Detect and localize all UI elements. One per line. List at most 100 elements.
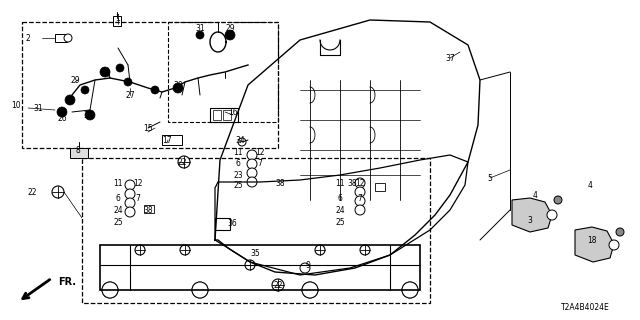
Circle shape (272, 279, 284, 291)
Text: 23: 23 (233, 171, 243, 180)
Circle shape (248, 151, 256, 159)
Circle shape (135, 245, 145, 255)
Circle shape (126, 199, 134, 207)
Circle shape (192, 282, 208, 298)
Bar (82, 158, 430, 303)
Circle shape (356, 197, 364, 205)
Text: 6: 6 (116, 194, 120, 203)
Circle shape (247, 168, 257, 178)
Text: FR.: FR. (58, 277, 76, 287)
Circle shape (248, 169, 256, 177)
Circle shape (178, 156, 190, 168)
Circle shape (125, 207, 135, 217)
Circle shape (102, 282, 118, 298)
Text: 7: 7 (358, 194, 362, 203)
Text: 25: 25 (335, 218, 345, 227)
Circle shape (180, 245, 190, 255)
Circle shape (126, 181, 134, 189)
Circle shape (81, 86, 89, 94)
Text: 29: 29 (225, 23, 235, 33)
Circle shape (116, 64, 124, 72)
Circle shape (402, 282, 418, 298)
Text: 24: 24 (113, 205, 123, 214)
Text: 4: 4 (588, 180, 593, 189)
Circle shape (356, 206, 364, 214)
Circle shape (355, 178, 365, 188)
Circle shape (405, 285, 415, 295)
Text: 22: 22 (273, 281, 283, 290)
Bar (375, 183, 385, 191)
Text: 11: 11 (233, 148, 243, 156)
Text: 36: 36 (227, 219, 237, 228)
Circle shape (65, 95, 75, 105)
Circle shape (355, 187, 365, 197)
Text: 26: 26 (57, 114, 67, 123)
Text: 22: 22 (177, 157, 187, 166)
Text: 16: 16 (228, 108, 238, 116)
Text: 5: 5 (488, 173, 492, 182)
Circle shape (151, 86, 159, 94)
Bar (210, 108, 238, 122)
Circle shape (302, 282, 318, 298)
Bar (55, 34, 67, 42)
Circle shape (238, 138, 246, 146)
Circle shape (173, 83, 183, 93)
Circle shape (126, 208, 134, 216)
Circle shape (247, 177, 257, 187)
Polygon shape (575, 227, 614, 262)
Text: 6: 6 (236, 158, 241, 167)
Circle shape (248, 160, 256, 168)
Text: 7: 7 (136, 194, 140, 203)
Text: 24: 24 (335, 205, 345, 214)
Text: 3: 3 (527, 215, 532, 225)
Text: 28: 28 (100, 68, 109, 77)
Text: 4: 4 (532, 190, 538, 199)
Circle shape (195, 285, 205, 295)
Bar (22, 22, 278, 148)
Text: 31: 31 (33, 103, 43, 113)
Circle shape (247, 159, 257, 169)
Bar (162, 135, 182, 145)
Text: 7: 7 (257, 158, 262, 167)
Circle shape (105, 285, 115, 295)
Text: 34: 34 (235, 135, 245, 145)
Text: 8: 8 (76, 146, 81, 155)
Circle shape (315, 245, 325, 255)
Text: 18: 18 (588, 236, 596, 244)
Circle shape (85, 110, 95, 120)
Text: 10: 10 (11, 100, 21, 109)
Circle shape (300, 263, 310, 273)
Circle shape (245, 260, 255, 270)
Circle shape (125, 189, 135, 199)
Circle shape (355, 205, 365, 215)
Circle shape (355, 196, 365, 206)
Circle shape (196, 31, 204, 39)
Text: 11: 11 (335, 179, 345, 188)
Circle shape (609, 240, 619, 250)
Circle shape (225, 30, 235, 40)
Text: 29: 29 (70, 76, 80, 84)
Circle shape (126, 190, 134, 198)
Circle shape (302, 282, 318, 298)
Circle shape (305, 285, 315, 295)
Text: T2A4B4024E: T2A4B4024E (561, 303, 610, 313)
Circle shape (125, 180, 135, 190)
Text: 2: 2 (26, 34, 30, 43)
Bar (113, 16, 121, 26)
Circle shape (102, 282, 118, 298)
Circle shape (64, 34, 72, 42)
Circle shape (247, 150, 257, 160)
Circle shape (125, 198, 135, 208)
Bar (223, 110, 231, 120)
Circle shape (360, 245, 370, 255)
Text: 38: 38 (347, 179, 357, 188)
Text: 12: 12 (255, 148, 265, 156)
Circle shape (356, 188, 364, 196)
Text: 38: 38 (275, 179, 285, 188)
Circle shape (616, 228, 624, 236)
Text: 31: 31 (195, 23, 205, 33)
Bar (168, 22, 278, 122)
Text: 17: 17 (162, 135, 172, 145)
Text: 22: 22 (28, 188, 36, 196)
Polygon shape (512, 198, 552, 232)
